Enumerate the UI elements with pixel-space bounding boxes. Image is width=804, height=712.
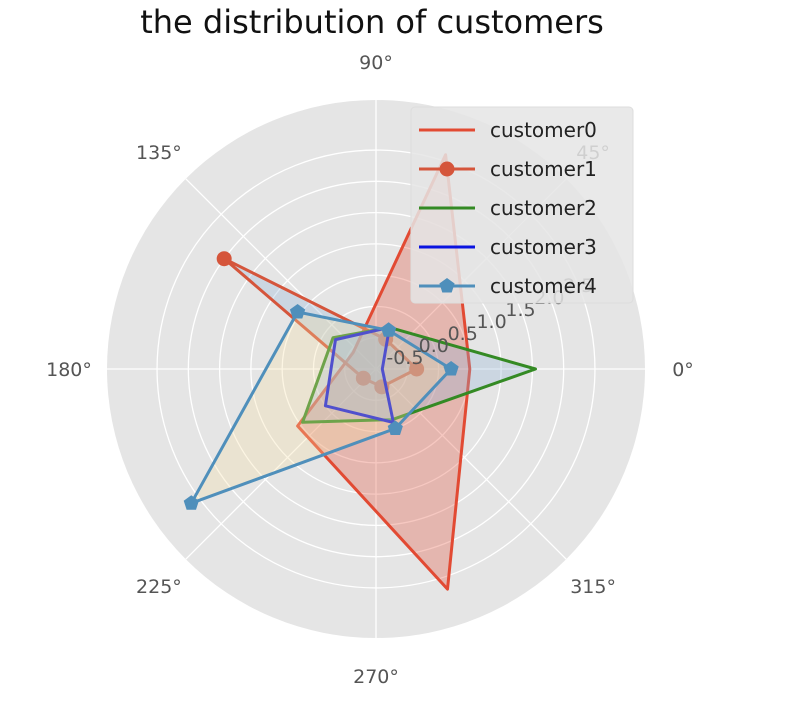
legend-label-customer1: customer1 [490,157,597,181]
series-line-customer4 [189,310,453,505]
series-customer2 [301,325,537,424]
data-point-customer4-0 [443,361,459,376]
legend: customer0 customer1 customer2 customer3 cust… [410,106,634,304]
radial-tick-label-0-0: 0.0 [419,335,449,357]
angle-label-90: 90° [359,52,393,74]
radial-tick-label-0-5: -0.5 [386,347,423,369]
series-fill-customer3 [325,327,394,423]
data-point-customer4-3 [183,495,199,510]
legend-marker-customer4 [439,278,455,293]
angle-label-225: 225° [136,576,182,598]
legend-items: customer0 customer1 customer2 customer3 cust… [419,118,597,298]
legend-label-customer3: customer3 [490,235,597,259]
angle-label-315: 315° [570,576,616,598]
legend-item-customer1: customer1 [419,157,597,181]
data-point-customer4-2 [289,304,306,319]
angular-gridline-315 [375,368,567,560]
angle-label-135: 135° [136,142,182,164]
legend-label-customer0: customer0 [490,118,597,142]
data-point-customer4-1 [381,322,397,337]
legend-item-customer0: customer0 [419,118,597,142]
data-point-customer1-0 [409,361,425,377]
series-fill-customer4 [191,312,452,504]
angle-label-0: 0° [672,359,694,381]
radial-tick-label-0-5: 0.5 [448,323,478,345]
series-customer4 [183,304,459,510]
radial-tick-label-1-0: 1.0 [476,311,506,333]
angle-label-270: 270° [353,666,399,688]
data-point-customer1-3 [355,370,371,386]
radial-tick-label-1-5: 1.5 [505,299,535,321]
legend-label-customer2: customer2 [490,196,597,220]
angle-label-180: 180° [46,359,92,381]
legend-item-customer3: customer3 [419,235,597,259]
legend-item-customer4: customer4 [419,274,597,298]
data-point-customer4-4 [387,420,403,435]
legend-marker-customer1 [439,161,455,177]
series-fill-customer1 [224,258,417,387]
legend-box [410,106,634,304]
legend-label-customer4: customer4 [490,274,597,298]
series-line-customer2 [301,325,537,424]
legend-item-customer2: customer2 [419,196,597,220]
chart-title: the distribution of customers [140,3,604,41]
angular-gridline-225 [185,368,377,560]
data-point-customer1-2 [216,251,232,267]
series-fill-customer2 [302,327,536,423]
